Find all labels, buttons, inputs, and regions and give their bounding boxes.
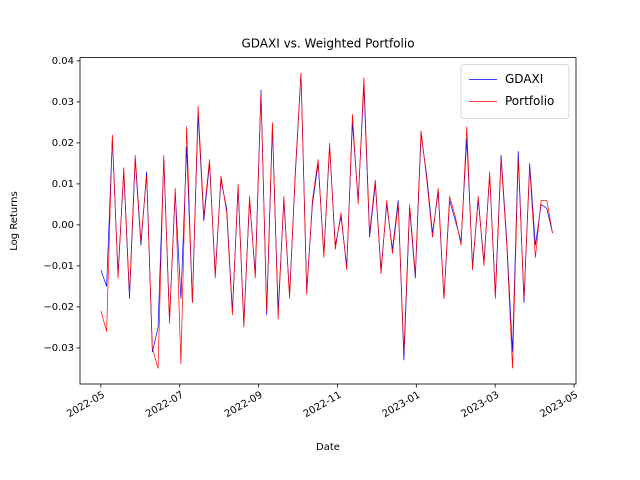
legend-box: [460, 64, 570, 119]
y-tick-label: 0.00: [52, 220, 74, 231]
x-tick-label: 2023-01: [381, 390, 423, 420]
y-tick-label: −0.01: [43, 261, 74, 272]
plot-frame: [79, 57, 577, 385]
x-tick-label: 2022-09: [223, 390, 265, 420]
y-tick-label: 0.03: [52, 97, 74, 108]
y-tick-label: 0.02: [52, 138, 74, 149]
x-tick-label: 2023-03: [459, 390, 501, 420]
series-line: [100, 73, 553, 369]
x-tick-label: 2022-07: [144, 390, 186, 420]
y-tick-label: 0.01: [52, 179, 74, 190]
legend: GDAXI Portfolio: [460, 64, 570, 119]
chart-title: GDAXI vs. Weighted Portfolio: [241, 37, 414, 51]
x-tick-label: 2023-05: [538, 390, 580, 420]
x-axis-label: Date: [316, 442, 340, 453]
y-tick-label: 0.04: [52, 56, 74, 67]
legend-label: GDAXI: [505, 72, 543, 86]
y-axis-label: Log Returns: [9, 191, 20, 250]
legend-label: Portfolio: [505, 94, 554, 108]
x-tick-label: 2022-11: [302, 390, 344, 420]
y-tick-label: −0.03: [43, 343, 74, 354]
y-tick-label: −0.02: [43, 302, 74, 313]
x-tick-label: 2022-05: [65, 390, 107, 420]
